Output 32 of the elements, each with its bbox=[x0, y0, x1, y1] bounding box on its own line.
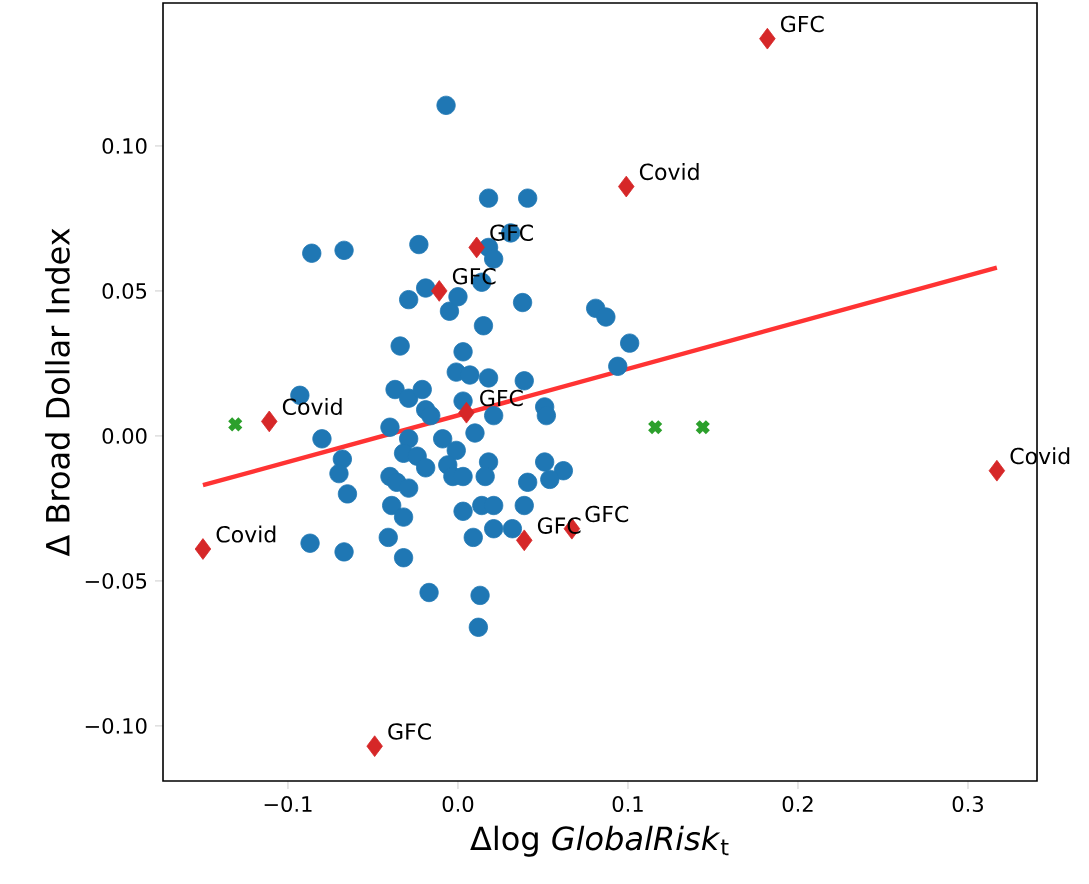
annotation: GFC bbox=[452, 267, 496, 285]
y-tick-label: 0.05 bbox=[102, 282, 147, 299]
point bbox=[759, 27, 776, 50]
annotation: GFC bbox=[781, 15, 824, 33]
x-tick-label: 0.0 bbox=[442, 796, 474, 812]
y-axis-title: Δ Broad Dollar Index bbox=[45, 228, 70, 557]
x-tick-label: −0.1 bbox=[264, 796, 312, 812]
point bbox=[194, 538, 212, 560]
point bbox=[458, 401, 475, 424]
x-tick-label: 0.3 bbox=[952, 796, 983, 812]
point bbox=[647, 419, 664, 436]
annotation: GFC bbox=[388, 723, 431, 740]
point bbox=[261, 410, 278, 433]
x-tick-label: 0.1 bbox=[612, 796, 643, 812]
point bbox=[468, 236, 485, 259]
x-axis-title: Δlog GlobalRisk$_{t}$ bbox=[470, 825, 729, 857]
point bbox=[988, 459, 1006, 482]
y-tick-label: −0.10 bbox=[85, 717, 147, 734]
point bbox=[431, 280, 448, 302]
annotation: Covid bbox=[639, 163, 699, 181]
annotation: Covid bbox=[282, 397, 342, 416]
point bbox=[366, 735, 383, 757]
y-tick-label: −0.05 bbox=[85, 572, 147, 589]
point bbox=[618, 175, 635, 198]
y-tick-label: 0.00 bbox=[102, 427, 147, 444]
point bbox=[516, 529, 533, 552]
x-tick-label: 0.2 bbox=[782, 796, 813, 812]
y-tick-label: 0.10 bbox=[102, 138, 147, 154]
annotation: Covid bbox=[216, 525, 276, 543]
point bbox=[227, 416, 244, 433]
point bbox=[694, 419, 711, 436]
annotation: GFC bbox=[585, 505, 629, 523]
